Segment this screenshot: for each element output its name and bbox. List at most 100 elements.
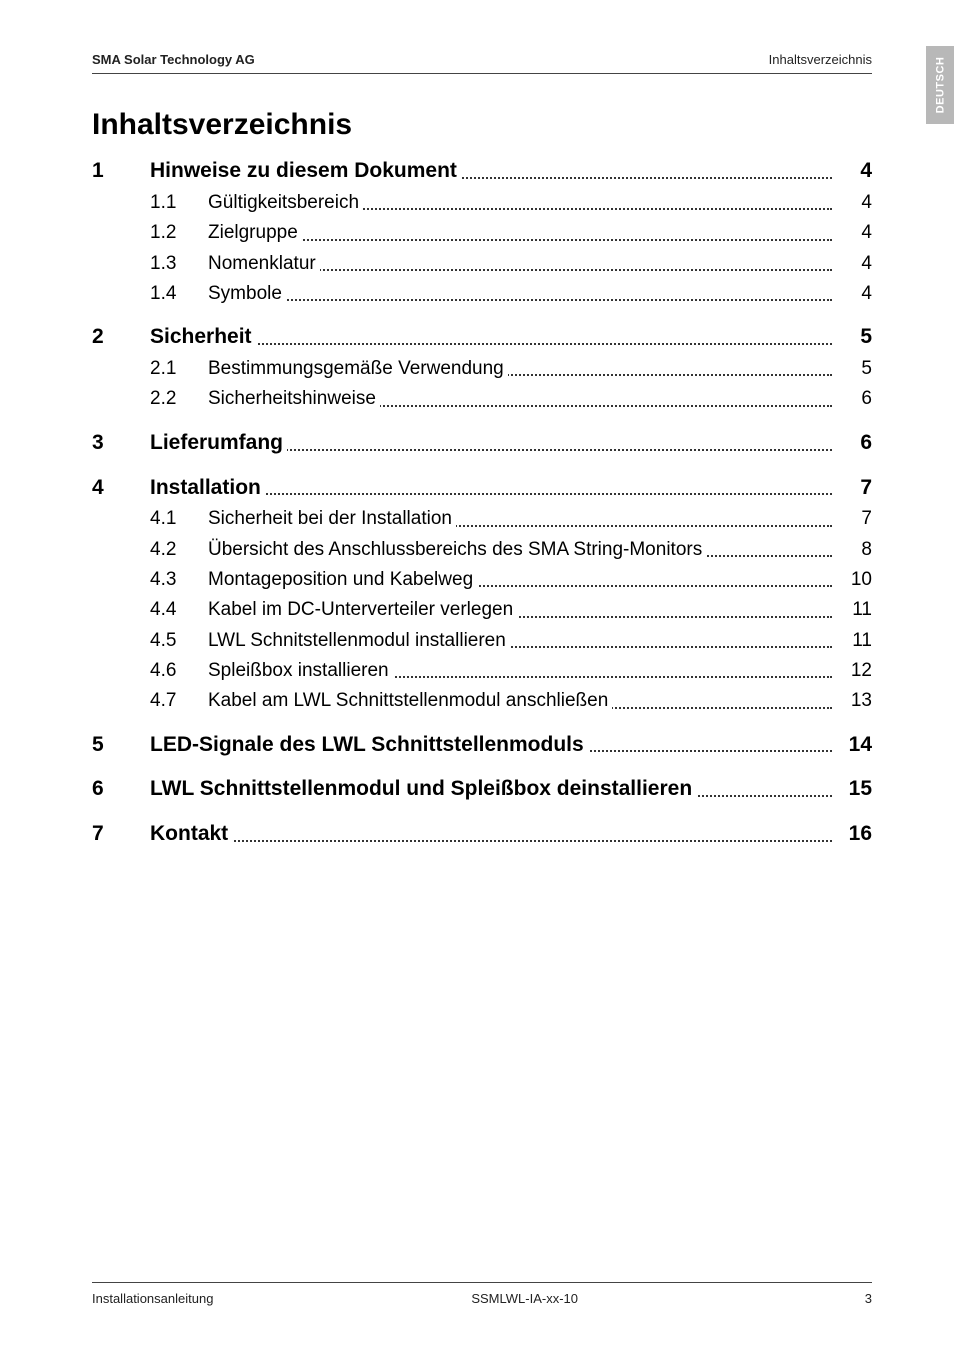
- page-footer: Installationsanleitung SSMLWL-IA-xx-10 3: [92, 1282, 872, 1306]
- toc-title-cell: Zielgruppe: [208, 221, 832, 245]
- toc-number: 1.1: [150, 191, 208, 215]
- toc-title-cell: LED-Signale des LWL Schnittstellenmoduls: [150, 732, 832, 759]
- toc-number: 4.3: [150, 568, 208, 592]
- toc-entry[interactable]: 1.3Nomenklatur 4: [92, 252, 872, 276]
- toc-number: 3: [92, 430, 150, 457]
- toc-title-text: Sicherheit: [150, 325, 256, 348]
- toc-title-text: Kontakt: [150, 822, 232, 845]
- toc-page: 11: [832, 629, 872, 653]
- toc-page: 4: [832, 252, 872, 276]
- toc-number: 4.5: [150, 629, 208, 653]
- language-side-tab-label: DEUTSCH: [934, 57, 946, 114]
- toc-number: 1.3: [150, 252, 208, 276]
- toc-number: 1.2: [150, 221, 208, 245]
- toc-page: 15: [832, 776, 872, 803]
- toc-entry[interactable]: 1.4Symbole 4: [92, 282, 872, 306]
- header-left: SMA Solar Technology AG: [92, 52, 255, 67]
- toc-entry[interactable]: 4.7Kabel am LWL Schnittstellenmodul ansc…: [92, 689, 872, 713]
- toc-page: 7: [832, 507, 872, 531]
- toc-number: 4.2: [150, 538, 208, 562]
- toc-title-cell: Spleißbox installieren: [208, 659, 832, 683]
- footer-left: Installationsanleitung: [92, 1291, 213, 1306]
- toc-title-text: Bestimmungsgemäße Verwendung: [208, 358, 508, 379]
- toc-page: 4: [832, 158, 872, 185]
- running-header: SMA Solar Technology AG Inhaltsverzeichn…: [92, 52, 872, 67]
- toc-title-cell: Symbole: [208, 282, 832, 306]
- toc-title-text: Installation: [150, 476, 265, 499]
- toc-page: 11: [832, 598, 872, 622]
- toc-title-text: Kabel im DC-Unterverteiler verlegen: [208, 599, 517, 620]
- toc-page: 14: [832, 732, 872, 759]
- toc-entry[interactable]: 5LED-Signale des LWL Schnittstellenmodul…: [92, 732, 872, 759]
- toc-number: 4.4: [150, 598, 208, 622]
- toc-title-text: Hinweise zu diesem Dokument: [150, 159, 461, 182]
- toc-title-cell: Übersicht des Anschlussbereichs des SMA …: [208, 538, 832, 562]
- toc-title-text: LED-Signale des LWL Schnittstellenmoduls: [150, 733, 588, 756]
- toc-entry[interactable]: 4Installation 7: [92, 475, 872, 502]
- toc-title-text: Nomenklatur: [208, 253, 320, 274]
- toc-title-text: Gültigkeitsbereich: [208, 192, 363, 213]
- toc-entry[interactable]: 4.6Spleißbox installieren 12: [92, 659, 872, 683]
- toc-title-text: Lieferumfang: [150, 431, 287, 454]
- toc-title-text: Sicherheitshinweise: [208, 388, 380, 409]
- toc-title-text: Spleißbox installieren: [208, 660, 393, 681]
- toc-number: 2: [92, 324, 150, 351]
- toc-title-cell: Sicherheit: [150, 324, 832, 351]
- toc-title-text: Symbole: [208, 283, 286, 304]
- toc-entry[interactable]: 4.2Übersicht des Anschlussbereichs des S…: [92, 538, 872, 562]
- toc-number: 5: [92, 732, 150, 759]
- toc-page: 4: [832, 191, 872, 215]
- toc-page: 8: [832, 538, 872, 562]
- toc-title-text: Kabel am LWL Schnittstellenmodul anschli…: [208, 690, 612, 711]
- toc-page: 4: [832, 282, 872, 306]
- toc-page: 13: [832, 689, 872, 713]
- toc-entry[interactable]: 1Hinweise zu diesem Dokument 4: [92, 158, 872, 185]
- toc-entry[interactable]: 2.1Bestimmungsgemäße Verwendung5: [92, 357, 872, 381]
- toc-title-text: Sicherheit bei der Installation: [208, 508, 456, 529]
- toc-entry[interactable]: 4.4Kabel im DC-Unterverteiler verlegen 11: [92, 598, 872, 622]
- toc-entry[interactable]: 1.1Gültigkeitsbereich 4: [92, 191, 872, 215]
- toc-number: 4.7: [150, 689, 208, 713]
- toc-title-cell: Sicherheit bei der Installation: [208, 507, 832, 531]
- toc-title-cell: Sicherheitshinweise: [208, 387, 832, 411]
- toc-page: 12: [832, 659, 872, 683]
- toc-number: 1: [92, 158, 150, 185]
- toc-list: 1Hinweise zu diesem Dokument41.1Gültigke…: [92, 158, 872, 848]
- language-side-tab: DEUTSCH: [926, 46, 954, 124]
- toc-page: 5: [832, 324, 872, 351]
- toc-title-text: Zielgruppe: [208, 222, 302, 243]
- toc-entry[interactable]: 6LWL Schnittstellenmodul und Spleißbox d…: [92, 776, 872, 803]
- header-right: Inhaltsverzeichnis: [769, 52, 872, 67]
- toc-title-text: LWL Schnittstellenmodul und Spleißbox de…: [150, 777, 696, 800]
- footer-right: 3: [865, 1291, 872, 1306]
- toc-number: 4.6: [150, 659, 208, 683]
- toc-entry[interactable]: 4.1Sicherheit bei der Installation 7: [92, 507, 872, 531]
- toc-page: 7: [832, 475, 872, 502]
- toc-title-cell: Installation: [150, 475, 832, 502]
- toc-entry[interactable]: 1.2Zielgruppe 4: [92, 221, 872, 245]
- toc-title-cell: Lieferumfang: [150, 430, 832, 457]
- toc-number: 4.1: [150, 507, 208, 531]
- toc-number: 6: [92, 776, 150, 803]
- toc-title-text: Übersicht des Anschlussbereichs des SMA …: [208, 539, 706, 560]
- toc-entry[interactable]: 3Lieferumfang6: [92, 430, 872, 457]
- toc-title-cell: Montageposition und Kabelweg: [208, 568, 832, 592]
- toc-number: 4: [92, 475, 150, 502]
- toc-entry[interactable]: 2.2Sicherheitshinweise6: [92, 387, 872, 411]
- header-rule: [92, 73, 872, 74]
- toc-title-cell: Kabel im DC-Unterverteiler verlegen: [208, 598, 832, 622]
- toc-title-cell: LWL Schnitstellenmodul installieren: [208, 629, 832, 653]
- toc-entry[interactable]: 4.3Montageposition und Kabelweg 10: [92, 568, 872, 592]
- toc-entry[interactable]: 4.5LWL Schnitstellenmodul installieren11: [92, 629, 872, 653]
- toc-entry[interactable]: 7Kontakt16: [92, 821, 872, 848]
- toc-title-text: Montageposition und Kabelweg: [208, 569, 477, 590]
- toc-entry[interactable]: 2Sicherheit 5: [92, 324, 872, 351]
- toc-title-cell: Nomenklatur: [208, 252, 832, 276]
- toc-number: 1.4: [150, 282, 208, 306]
- page-content: SMA Solar Technology AG Inhaltsverzeichn…: [92, 52, 872, 854]
- toc-title-cell: LWL Schnittstellenmodul und Spleißbox de…: [150, 776, 832, 803]
- toc-number: 2.1: [150, 357, 208, 381]
- toc-page: 4: [832, 221, 872, 245]
- toc-page: 10: [832, 568, 872, 592]
- footer-mid: SSMLWL-IA-xx-10: [471, 1291, 578, 1306]
